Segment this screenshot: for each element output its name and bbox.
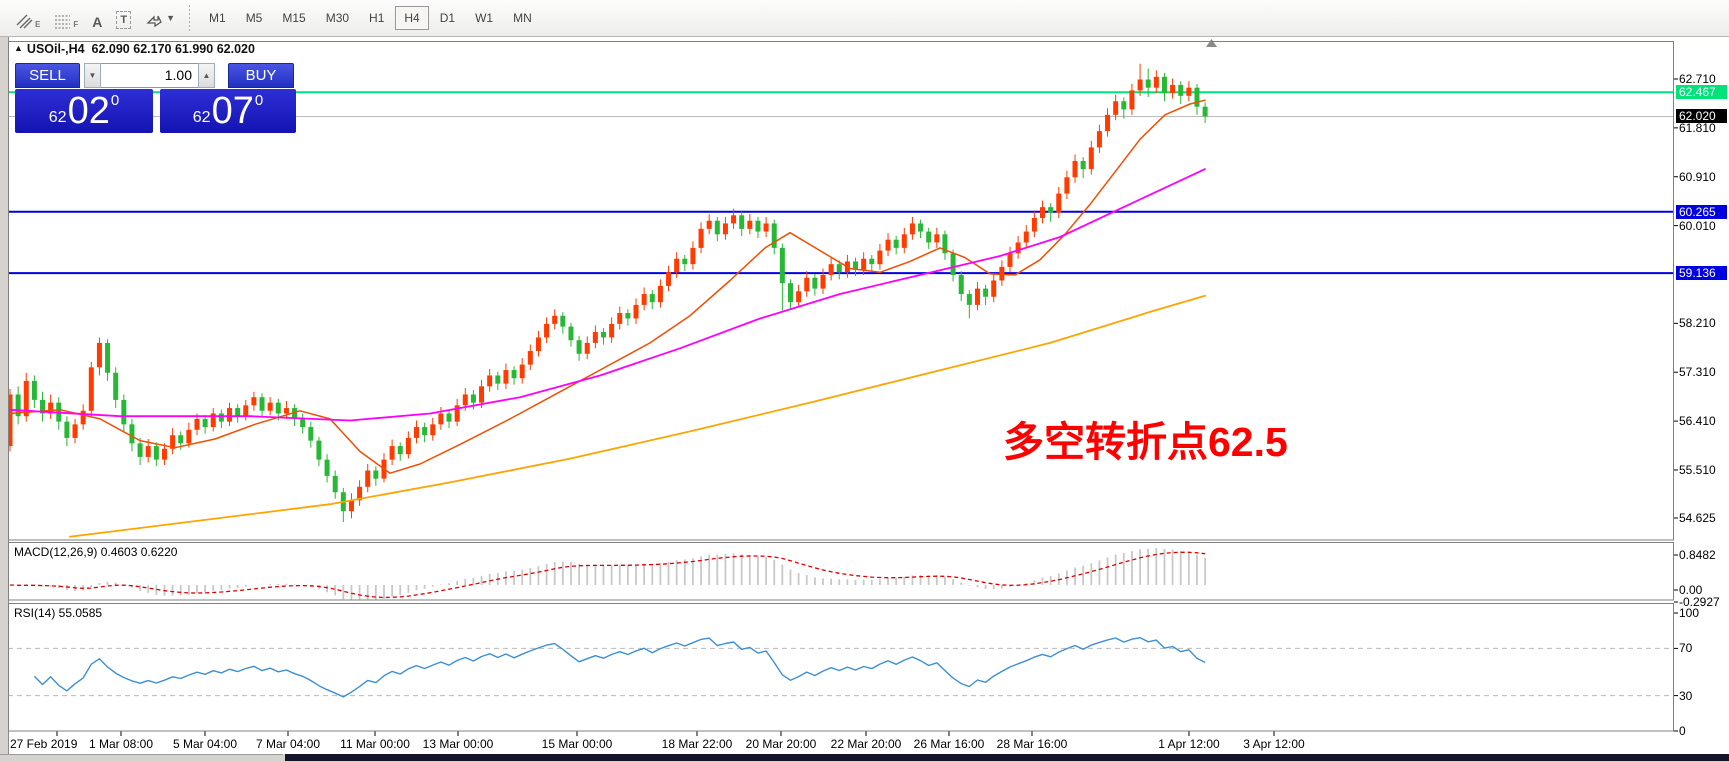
sell-price-big: 02 <box>67 90 110 132</box>
price-tick-55.510: 55.510 <box>1679 462 1716 477</box>
timeframe-m30[interactable]: M30 <box>325 11 350 25</box>
price-tick-57.310: 57.310 <box>1679 365 1716 380</box>
timeframe-mn[interactable]: MN <box>513 11 532 25</box>
text-label-icon[interactable]: T <box>116 7 132 29</box>
time-label-15-Mar-00-00: 15 Mar 00:00 <box>541 737 613 751</box>
buy-price-big: 07 <box>211 90 254 132</box>
volume-decrease-icon[interactable]: ▼ <box>84 63 101 88</box>
time-label-11-Mar-00-00: 11 Mar 00:00 <box>340 737 410 751</box>
toolbar: E F A T ▼ M1 M5 M15 M30 H1 H4 D1 W1 MN <box>0 0 1729 37</box>
sell-price-prefix: 62 <box>48 109 67 126</box>
ohlc-close: 62.020 <box>216 42 255 56</box>
rsi-pane[interactable] <box>8 637 1674 698</box>
bottom-bar-left <box>0 754 283 762</box>
rsi-line <box>33 637 1206 698</box>
price-tick-60.910: 60.910 <box>1679 169 1716 184</box>
price-badge-59.136: 59.136 <box>1676 266 1727 281</box>
volume-increase-icon[interactable]: ▲ <box>198 63 215 88</box>
macd-pane[interactable] <box>9 548 1207 602</box>
timeframe-m15[interactable]: M15 <box>282 11 306 25</box>
sell-button[interactable]: SELL <box>15 63 80 88</box>
time-label-5-Mar-04-00: 5 Mar 04:00 <box>172 737 238 751</box>
timeframe-d1[interactable]: D1 <box>439 11 456 25</box>
chart-header: ▲ USOil-,H4 62.090 62.170 61.990 62.020 <box>14 42 255 56</box>
timeframe-m5[interactable]: M5 <box>245 11 263 25</box>
symbol-period-label: USOil-,H4 <box>26 42 85 56</box>
price-tick-58.210: 58.210 <box>1679 316 1716 331</box>
time-label-13-Mar-00-00: 13 Mar 00:00 <box>422 737 494 751</box>
sell-price-sup: 0 <box>110 92 120 109</box>
ma-slow <box>69 294 1206 538</box>
price-tick-61.810: 61.810 <box>1679 120 1716 135</box>
time-label-1-Mar-08-00: 1 Mar 08:00 <box>88 737 154 751</box>
price-tick-60.010: 60.010 <box>1679 218 1716 233</box>
timeframe-h4[interactable]: H4 <box>395 6 429 30</box>
price-tick-62.710: 62.710 <box>1679 72 1716 86</box>
text-icon[interactable]: A <box>92 14 103 30</box>
rsi-tick-70: 70 <box>1679 641 1693 656</box>
equidistant-channel-icon[interactable]: E <box>16 7 40 29</box>
bottom-bar-track[interactable] <box>285 754 1729 761</box>
time-label-27-Feb-2019: 27 Feb 2019 <box>10 737 78 751</box>
price-badge-60.265: 60.265 <box>1676 204 1727 219</box>
macd-indicator-label: MACD(12,26,9) 0.4603 0.6220 <box>14 545 178 559</box>
rsi-indicator-label: RSI(14) 55.0585 <box>14 606 103 620</box>
dropdown-caret-icon[interactable]: ▼ <box>166 13 176 23</box>
volume-input[interactable]: 1.00 <box>101 63 198 88</box>
buy-button[interactable]: BUY <box>228 63 294 88</box>
collapse-icon[interactable]: ▲ <box>14 43 23 53</box>
timeframe-m1[interactable]: M1 <box>209 11 226 25</box>
buy-price-sup: 0 <box>254 92 264 109</box>
timeframe-w1[interactable]: W1 <box>475 11 494 25</box>
price-badge-62.467: 62.467 <box>1676 85 1727 100</box>
time-label-26-Mar-16-00: 26 Mar 16:00 <box>913 737 985 751</box>
time-label-28-Mar-16-00: 28 Mar 16:00 <box>996 737 1068 751</box>
time-label-1-Apr-12-00: 1 Apr 12:00 <box>1158 737 1220 751</box>
chart-annotation[interactable]: 多空转折点62.5 <box>1003 419 1288 465</box>
rsi-tick-30: 30 <box>1679 688 1693 703</box>
price-pane[interactable] <box>8 63 1675 538</box>
toolbar-separator <box>189 5 191 31</box>
ohlc-high: 62.170 <box>133 42 172 56</box>
macd-tick--0.2927: -0.2927 <box>1679 595 1720 609</box>
chart-shift-marker <box>1206 39 1217 47</box>
rsi-tick-0: 0 <box>1679 724 1686 738</box>
rsi-tick-100: 100 <box>1679 606 1700 620</box>
ohlc-low: 61.990 <box>174 42 214 56</box>
drawing-tools: E F A T ▼ <box>0 7 175 29</box>
timeframe-group: M1 M5 M15 M30 H1 H4 D1 W1 MN <box>200 6 541 30</box>
macd-signal-line <box>9 551 1206 599</box>
time-label-22-Mar-20-00: 22 Mar 20:00 <box>830 737 902 751</box>
price-badge-62.020: 62.020 <box>1676 109 1727 124</box>
bottom-scrollbar[interactable] <box>0 754 1729 762</box>
macd-tick-0.00: 0.00 <box>1679 583 1703 597</box>
one-click-trading-panel: SELL ▼ 1.00 ▲ BUY 62 02 0 62 07 0 <box>15 63 297 133</box>
buy-price-prefix: 62 <box>192 109 211 126</box>
time-label-18-Mar-22-00: 18 Mar 22:00 <box>661 737 733 751</box>
price-tick-54.625: 54.625 <box>1679 511 1716 525</box>
buy-quote[interactable]: 62 07 0 <box>160 89 296 133</box>
timeframe-h1[interactable]: H1 <box>369 11 385 25</box>
time-label-3-Apr-12-00: 3 Apr 12:00 <box>1243 737 1305 751</box>
time-label-7-Mar-04-00: 7 Mar 04:00 <box>255 737 321 751</box>
ohlc-open: 62.090 <box>91 42 130 56</box>
ma-mid <box>8 168 1206 422</box>
cursor-modes-icon[interactable]: ▼ <box>145 7 175 29</box>
price-tick-56.410: 56.410 <box>1679 414 1716 429</box>
sell-quote[interactable]: 62 02 0 <box>15 89 153 133</box>
volume-stepper: ▼ 1.00 ▲ <box>84 63 215 88</box>
macd-tick-0.8482: 0.8482 <box>1679 548 1716 562</box>
fibonacci-icon[interactable]: F <box>55 15 79 29</box>
time-label-20-Mar-20-00: 20 Mar 20:00 <box>745 737 817 751</box>
